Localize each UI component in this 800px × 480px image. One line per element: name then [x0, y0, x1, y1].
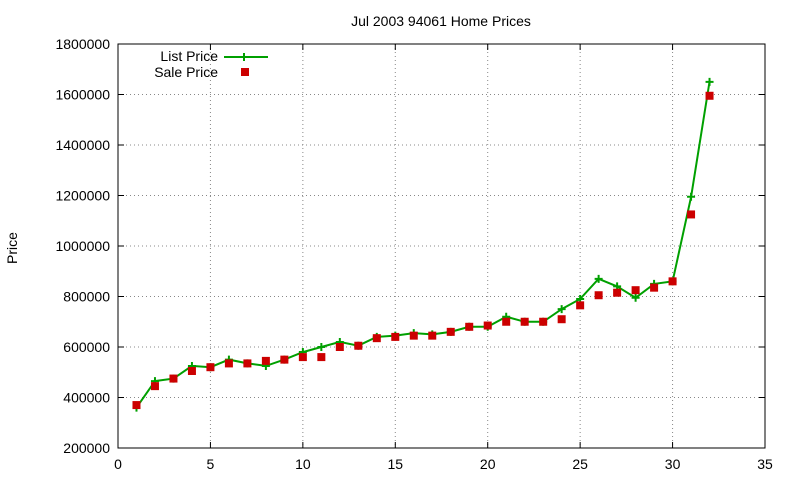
series-layer [132, 77, 714, 412]
sale-price-point [539, 317, 548, 326]
sale-price-point [372, 334, 381, 343]
sale-price-point [631, 286, 640, 295]
sale-price-point [483, 321, 492, 330]
list-price-point [705, 77, 714, 86]
sale-price-point [446, 327, 455, 336]
legend-label-sale-price: Sale Price [154, 64, 218, 80]
sale-price-point [280, 355, 289, 364]
x-tick-label: 20 [480, 456, 496, 472]
y-tick-label: 1000000 [55, 238, 110, 254]
y-tick-label: 1400000 [55, 137, 110, 153]
sale-price-point [206, 363, 215, 372]
x-tick-label: 30 [665, 456, 681, 472]
sale-price-point [261, 356, 270, 365]
x-tick-label: 5 [207, 456, 215, 472]
legend: List Price Sale Price [154, 48, 268, 80]
sale-price-point [317, 353, 326, 362]
series-sale-price [132, 91, 714, 410]
y-tick-label: 400000 [63, 390, 110, 406]
list-price-line [135, 81, 711, 409]
sale-price-point [132, 401, 141, 410]
sale-price-point [298, 353, 307, 362]
sale-price-point [409, 331, 418, 340]
sale-price-point [354, 341, 363, 350]
sale-price-point [502, 317, 511, 326]
legend-marker-sale-price [241, 68, 249, 76]
sale-price-point [705, 91, 714, 100]
list-price-point [631, 293, 640, 302]
y-tick-label: 200000 [63, 440, 110, 456]
sale-price-point [650, 283, 659, 292]
sale-price-point [465, 322, 474, 331]
list-price-point [557, 305, 566, 314]
sale-price-point [557, 315, 566, 324]
y-tick-label: 800000 [63, 289, 110, 305]
sale-price-point [668, 277, 677, 286]
y-tick-label: 600000 [63, 339, 110, 355]
sale-price-point [335, 343, 344, 351]
sale-price-point [687, 210, 696, 219]
chart-title: Jul 2003 94061 Home Prices [351, 13, 531, 29]
list-price-point [687, 192, 696, 201]
list-price-point [317, 343, 326, 351]
legend-marker-list-price [240, 53, 248, 61]
sale-price-point [576, 301, 585, 310]
sale-price-point [594, 291, 603, 300]
legend-label-list-price: List Price [160, 48, 218, 64]
sale-price-point [224, 359, 233, 368]
x-tick-label: 0 [114, 456, 122, 472]
y-tick-label: 1800000 [55, 36, 110, 52]
sale-price-point [150, 382, 159, 391]
sale-price-point [520, 317, 529, 326]
x-tick-label: 10 [295, 456, 311, 472]
sale-price-point [391, 332, 400, 341]
y-tick-labels: 200000 400000 600000 800000 1000000 1200000 14… [55, 36, 110, 456]
axis-ticks [117, 43, 766, 449]
y-tick-label: 1600000 [55, 87, 110, 103]
series-list-price [132, 77, 714, 412]
list-price-point [594, 274, 603, 283]
sale-price-point [169, 374, 178, 383]
x-tick-label: 35 [757, 456, 773, 472]
x-tick-labels: 0 5 10 15 20 25 30 35 [114, 456, 773, 472]
plot-frame [117, 43, 766, 449]
y-tick-label: 1200000 [55, 188, 110, 204]
sale-price-point [428, 331, 437, 340]
y-axis-label: Price [4, 232, 20, 264]
x-tick-label: 25 [572, 456, 588, 472]
x-tick-label: 15 [387, 456, 403, 472]
sale-price-point [613, 288, 622, 297]
sale-price-point [243, 359, 252, 368]
grid-lines [118, 44, 765, 448]
sale-price-point [187, 366, 196, 375]
